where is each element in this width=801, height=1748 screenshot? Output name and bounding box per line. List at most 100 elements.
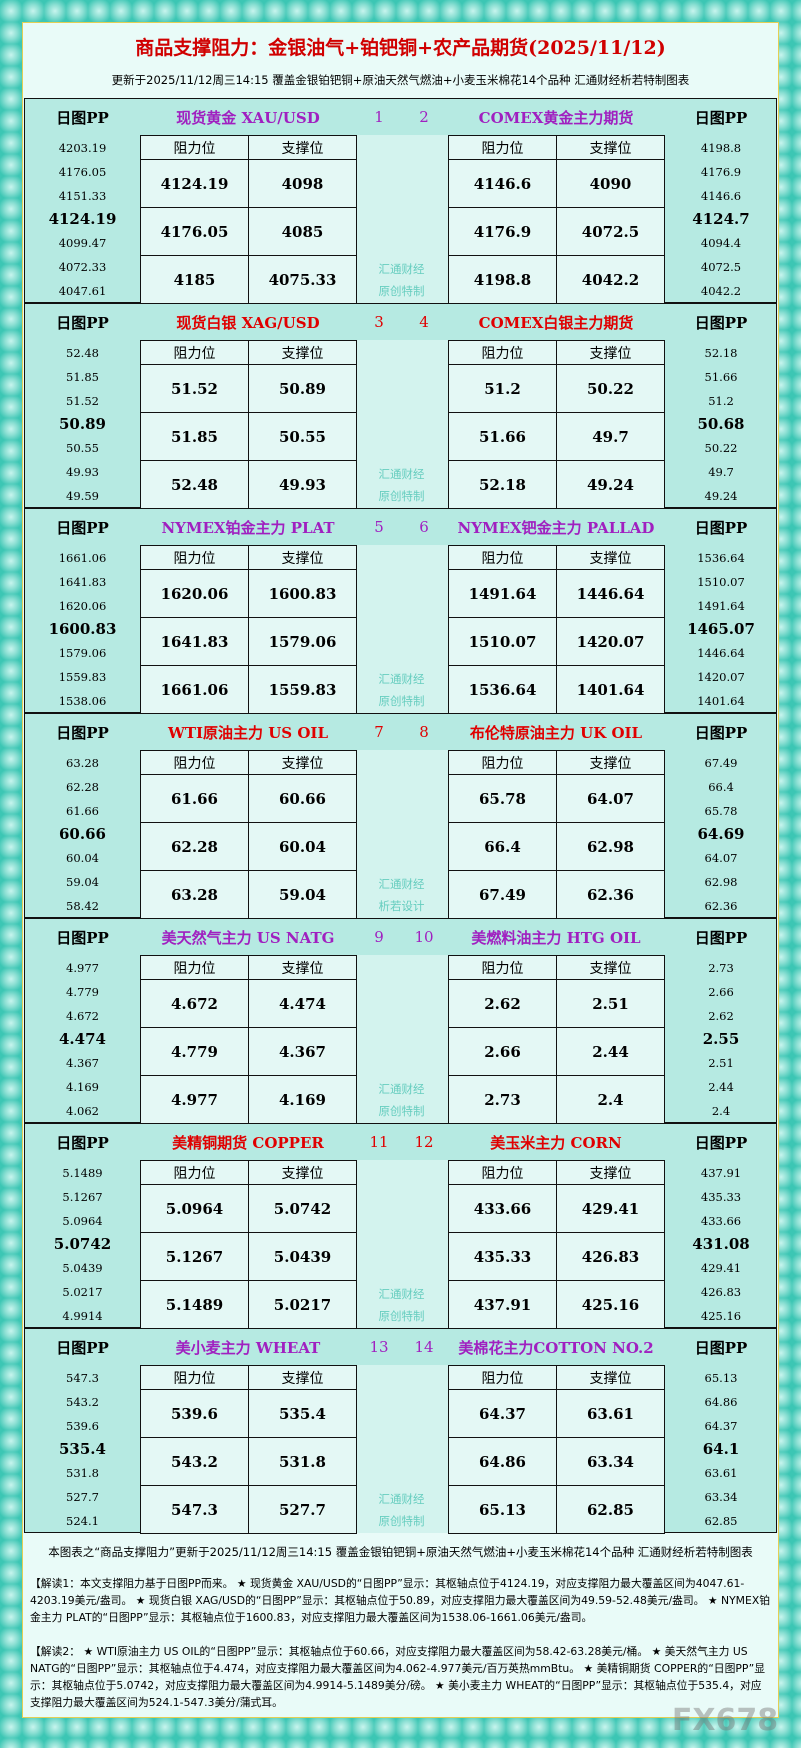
support-value: 4098 bbox=[248, 159, 357, 208]
pp-label: 日图PP bbox=[56, 108, 109, 127]
resistance-value: 2.73 bbox=[448, 1075, 557, 1124]
resistance-value: 66.4 bbox=[448, 822, 557, 871]
logo: FX678 bbox=[671, 1702, 779, 1738]
support-header: 支撑位 bbox=[556, 340, 665, 365]
subtitle: 更新于2025/11/12周三14:15 覆盖金银铂钯铜+原油天然气燃油+小麦玉… bbox=[111, 73, 690, 87]
pp-value: 1420.07 bbox=[697, 670, 745, 684]
pp-value: 4151.33 bbox=[58, 188, 107, 203]
support-header: 支撑位 bbox=[248, 750, 357, 775]
resistance-value: 51.66 bbox=[448, 412, 557, 461]
support-value: 2.51 bbox=[556, 979, 665, 1028]
commodity-name: 美棉花主力COTTON NO.2 bbox=[458, 1338, 654, 1357]
support-value: 4.169 bbox=[248, 1075, 357, 1124]
pp-value: 61.66 bbox=[66, 803, 99, 818]
support-value: 535.4 bbox=[248, 1389, 357, 1438]
middle-column bbox=[355, 1160, 448, 1328]
pp-value: 1446.64 bbox=[697, 646, 745, 661]
support-header: 支撑位 bbox=[248, 340, 357, 365]
pp-label: 日图PP bbox=[694, 108, 748, 127]
pivot-value: 4124.7 bbox=[692, 210, 750, 229]
resistance-header: 阻力位 bbox=[140, 135, 249, 160]
support-value: 4075.33 bbox=[248, 255, 357, 304]
pp-label: 日图PP bbox=[694, 518, 748, 537]
pp-value: 4176.9 bbox=[700, 164, 742, 179]
watermark-text: 原创特制 bbox=[378, 1104, 425, 1118]
resistance-value: 433.66 bbox=[448, 1184, 557, 1233]
support-value: 429.41 bbox=[556, 1184, 665, 1233]
pivot-value: 1465.07 bbox=[687, 620, 755, 639]
commodity-number: 10 bbox=[414, 928, 434, 946]
pp-value: 1510.07 bbox=[697, 574, 745, 589]
resistance-value: 5.0964 bbox=[140, 1184, 249, 1233]
footer-caption: 本图表之“商品支撑阻力”更新于2025/11/12周三14:15 覆盖金银铂钯铜… bbox=[48, 1545, 753, 1559]
pp-value: 2.66 bbox=[708, 984, 734, 999]
resistance-header: 阻力位 bbox=[140, 1160, 249, 1185]
pp-value: 52.48 bbox=[66, 346, 99, 360]
watermark-text: 原创特制 bbox=[378, 1514, 425, 1528]
note: 【解读2： ★ WTI原油主力 US OIL的“日图PP”显示：其枢轴点位于60… bbox=[30, 1645, 766, 1709]
pp-value: 425.16 bbox=[700, 1308, 742, 1323]
resistance-header: 阻力位 bbox=[448, 955, 557, 980]
middle-column bbox=[355, 340, 448, 508]
resistance-value: 4176.05 bbox=[140, 207, 249, 256]
resistance-value: 437.91 bbox=[448, 1280, 557, 1329]
resistance-value: 4185 bbox=[140, 255, 249, 304]
commodity-name: 美玉米主力 CORN bbox=[490, 1133, 622, 1152]
pivot-value: 60.66 bbox=[59, 825, 106, 844]
support-header: 支撑位 bbox=[556, 545, 665, 570]
resistance-value: 1620.06 bbox=[140, 569, 249, 618]
support-value: 1420.07 bbox=[556, 617, 665, 666]
support-value: 4090 bbox=[556, 159, 665, 208]
resistance-value: 4198.8 bbox=[448, 255, 557, 304]
pp-label: 日图PP bbox=[694, 1338, 748, 1357]
commodity-block: 日图PP 美天然气主力 US NATG 9 阻力位 支撑位 4.672 4.474 4.779… bbox=[24, 918, 777, 1124]
pp-value: 543.2 bbox=[66, 1394, 99, 1409]
support-value: 4085 bbox=[248, 207, 357, 256]
support-value: 60.66 bbox=[248, 774, 357, 823]
pp-value: 539.6 bbox=[66, 1418, 99, 1433]
support-value: 59.04 bbox=[248, 870, 357, 919]
pivot-value: 4.474 bbox=[59, 1030, 106, 1049]
resistance-value: 65.78 bbox=[448, 774, 557, 823]
pp-value: 2.51 bbox=[708, 1056, 734, 1071]
support-value: 5.0742 bbox=[248, 1184, 357, 1233]
watermark-text: 汇通财经 bbox=[378, 1492, 425, 1506]
commodity-name: WTI原油主力 US OIL bbox=[167, 723, 328, 742]
resistance-value: 51.85 bbox=[140, 412, 249, 461]
watermark-text: 汇通财经 bbox=[378, 1082, 425, 1096]
resistance-header: 阻力位 bbox=[140, 1365, 249, 1390]
support-header: 支撑位 bbox=[248, 955, 357, 980]
pp-label: 日图PP bbox=[56, 928, 109, 947]
support-value: 1401.64 bbox=[556, 665, 665, 714]
middle-column bbox=[355, 750, 448, 918]
pp-value: 4072.5 bbox=[700, 260, 742, 274]
watermark-text: 汇通财经 bbox=[378, 262, 425, 276]
resistance-value: 1510.07 bbox=[448, 617, 557, 666]
support-value: 50.22 bbox=[556, 364, 665, 413]
resistance-value: 52.18 bbox=[448, 460, 557, 509]
commodity-name: COMEX黄金主力期货 bbox=[478, 108, 634, 127]
support-value: 4.474 bbox=[248, 979, 357, 1028]
resistance-header: 阻力位 bbox=[448, 135, 557, 160]
pp-value: 64.37 bbox=[704, 1418, 738, 1433]
pp-label: 日图PP bbox=[694, 1133, 748, 1152]
watermark-text: 原创特制 bbox=[378, 1309, 425, 1323]
pp-value: 51.2 bbox=[708, 393, 734, 408]
support-value: 426.83 bbox=[556, 1232, 665, 1281]
pp-label: 日图PP bbox=[56, 723, 109, 742]
middle-column bbox=[355, 545, 448, 713]
pp-value: 531.8 bbox=[66, 1466, 99, 1481]
resistance-value: 1536.64 bbox=[448, 665, 557, 714]
pivot-value: 50.89 bbox=[59, 415, 106, 434]
pp-value: 527.7 bbox=[66, 1490, 99, 1504]
commodity-block: 日图PP 美小麦主力 WHEAT 13 阻力位 支撑位 539.6 535.4 543.2 53… bbox=[24, 1328, 777, 1534]
pp-value: 4.9914 bbox=[62, 1308, 103, 1323]
pivot-value: 4124.19 bbox=[48, 210, 117, 229]
support-header: 支撑位 bbox=[248, 135, 357, 160]
commodity-number: 4 bbox=[419, 313, 429, 331]
commodity-block: 日图PP 现货白银 XAG/USD 3 阻力位 支撑位 51.52 50.89 51.85 50… bbox=[24, 303, 777, 509]
commodity-name: 美燃料油主力 HTG OIL bbox=[471, 928, 641, 947]
resistance-value: 4146.6 bbox=[448, 159, 557, 208]
resistance-value: 64.37 bbox=[448, 1389, 557, 1438]
